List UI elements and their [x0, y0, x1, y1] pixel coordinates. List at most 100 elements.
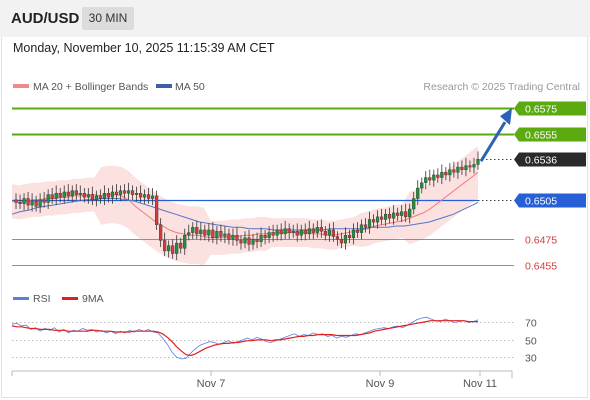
candle-body	[235, 235, 239, 241]
candle-body	[82, 193, 86, 198]
candle-body	[420, 182, 424, 189]
candle-body	[30, 200, 34, 206]
candle-body	[94, 195, 98, 201]
candle-body	[163, 240, 167, 252]
level-label: 0.6555	[525, 130, 557, 142]
candle-body	[416, 187, 420, 199]
candle-body	[231, 235, 235, 240]
candle-body	[371, 219, 376, 223]
x-tick-label: Nov 11	[463, 378, 497, 390]
candle-body	[66, 191, 70, 197]
candle-body	[448, 169, 452, 176]
candle-body	[335, 236, 339, 240]
candle-body	[412, 198, 416, 210]
candle-body	[367, 219, 372, 228]
candle-body	[464, 165, 468, 170]
candle-body	[167, 245, 171, 252]
candle-body	[271, 232, 275, 236]
candle-body	[50, 194, 54, 199]
level-labels: 0.6575 0.6555 0.6536 0.6505 0.6475 0.6455	[514, 101, 586, 273]
candle-body	[436, 174, 440, 178]
candle-body	[86, 194, 90, 198]
x-tick-label: Nov 7	[197, 378, 226, 390]
candle-body	[400, 211, 404, 216]
level-tag	[514, 193, 586, 208]
candle-body	[54, 193, 58, 199]
level-label: 0.6575	[525, 104, 557, 116]
candle-body	[440, 172, 444, 178]
candle-body	[215, 231, 219, 239]
candle-body	[468, 165, 472, 168]
candle-body	[247, 237, 251, 245]
candle-body	[195, 227, 199, 235]
candle-body	[102, 193, 106, 199]
candle-body	[263, 235, 267, 239]
rsi-legend-swatch	[13, 297, 29, 300]
timeframe-badge[interactable]: 30 MIN	[82, 7, 134, 30]
price-levels	[12, 107, 514, 266]
rsi-tick-label: 50	[525, 336, 537, 348]
candle-body	[295, 231, 299, 236]
candle-body	[255, 238, 259, 242]
candle-body	[74, 190, 78, 195]
candle-body	[444, 172, 448, 176]
candle-body	[126, 190, 131, 194]
candle-body	[142, 194, 147, 198]
candle-body	[46, 194, 50, 203]
rsi-grid: 70 50 30	[12, 318, 537, 365]
candle-body	[122, 190, 127, 194]
candle-body	[118, 190, 123, 195]
candle-body	[259, 235, 263, 242]
candle-body	[134, 193, 139, 195]
candle-body	[211, 229, 215, 239]
rsi-tick-label: 70	[525, 318, 537, 330]
candle-body	[291, 231, 295, 233]
candle-body	[343, 235, 348, 244]
candle-body	[155, 195, 159, 225]
candle-body	[319, 227, 323, 232]
forecast-arrow-head	[500, 108, 512, 126]
candle-body	[175, 242, 179, 254]
candle-body	[130, 190, 135, 195]
candle-body	[396, 212, 400, 216]
candlesticks	[14, 151, 480, 261]
candle-body	[392, 212, 396, 219]
candle-body	[315, 227, 319, 233]
candle-body	[78, 193, 82, 195]
candle-body	[199, 229, 203, 235]
ma20-legend-label: MA 20 + Bollinger Bands	[33, 81, 148, 93]
ma50-line	[11, 198, 479, 231]
candle-body	[275, 229, 279, 236]
candle-body	[323, 231, 327, 236]
rsi-lines	[11, 316, 479, 360]
candle-body	[114, 191, 119, 195]
candle-body	[279, 229, 283, 235]
candle-body	[428, 177, 432, 181]
candle-body	[347, 235, 352, 239]
ma50-legend-swatch	[156, 84, 172, 88]
candle-body	[287, 228, 291, 233]
candle-body	[223, 233, 227, 237]
candle-body	[14, 199, 18, 203]
level-tag	[514, 152, 586, 167]
candle-body	[18, 202, 22, 204]
candle-body	[307, 228, 311, 235]
candle-body	[62, 191, 66, 198]
candle-body	[388, 214, 392, 219]
candle-body	[339, 238, 344, 244]
x-axis-ticks: Nov 7 Nov 9 Nov 11	[11, 371, 497, 390]
ma20-legend-swatch	[13, 84, 29, 88]
candle-body	[351, 229, 356, 239]
chart-header: AUD/USD 30 MIN	[0, 0, 590, 37]
candle-body	[472, 164, 476, 168]
candle-body	[432, 174, 436, 181]
candle-body	[299, 229, 303, 236]
level-tag	[514, 101, 586, 116]
candle-body	[384, 214, 388, 220]
candle-body	[379, 216, 384, 220]
candle-body	[70, 190, 74, 197]
candle-body	[311, 228, 315, 233]
candle-body	[171, 245, 175, 254]
symbol-title: AUD/USD	[11, 10, 80, 27]
credit-label: Research © 2025 Trading Central	[423, 81, 580, 93]
